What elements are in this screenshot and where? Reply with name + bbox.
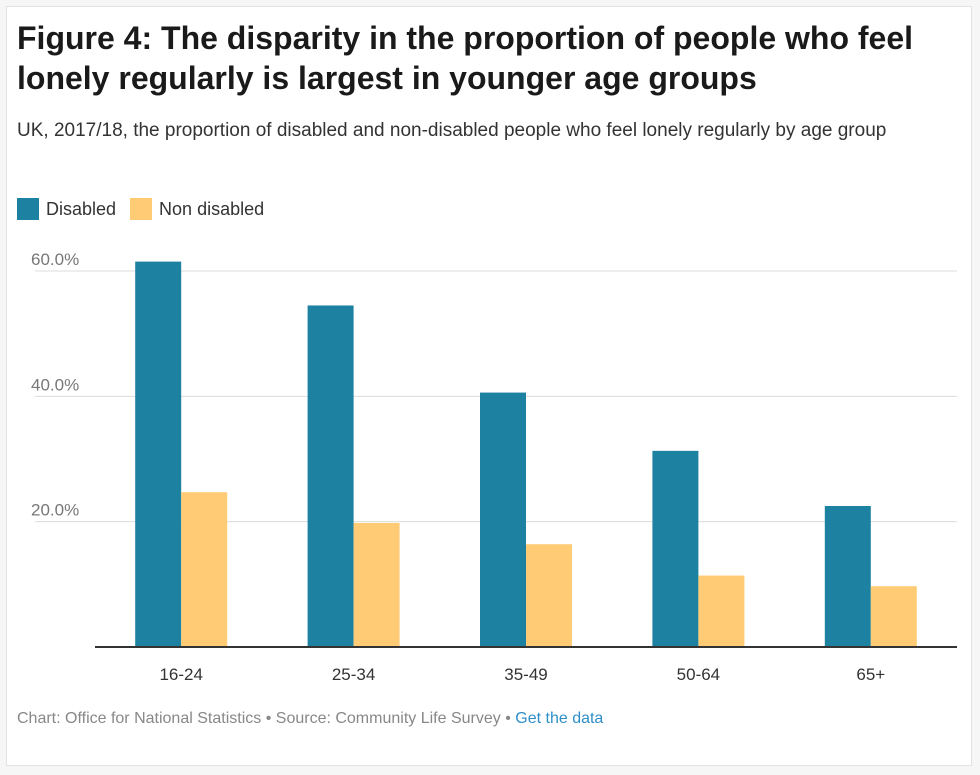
source-text: Source: Community Life Survey xyxy=(275,710,501,727)
bar-disabled-25-34 xyxy=(307,305,354,647)
get-the-data-link[interactable]: Get the data xyxy=(515,710,604,727)
y-tick-label: 20.0% xyxy=(31,501,79,520)
x-tick-label: 35-49 xyxy=(504,665,547,684)
bar-non-disabled-65+ xyxy=(870,586,917,647)
x-tick-label: 65+ xyxy=(856,665,885,684)
footer-separator: • xyxy=(265,710,272,727)
x-tick-label: 16-24 xyxy=(159,665,202,684)
bar-disabled-50-64 xyxy=(652,450,699,647)
footer-separator: • xyxy=(505,710,511,727)
bar-disabled-16-24 xyxy=(135,261,182,647)
bar-non-disabled-25-34 xyxy=(353,522,400,647)
legend-swatch-non-disabled xyxy=(130,198,153,220)
legend-label-non-disabled: Non disabled xyxy=(159,198,265,219)
legend-label-disabled: Disabled xyxy=(46,198,117,219)
chart-subtitle: UK, 2017/18, the proportion of disabled … xyxy=(17,120,887,141)
bar-non-disabled-16-24 xyxy=(181,492,228,647)
x-tick-label: 25-34 xyxy=(332,665,375,684)
chart-credit: Chart: Office for National Statistics xyxy=(17,710,262,727)
bar-non-disabled-50-64 xyxy=(698,575,745,647)
x-tick-label: 50-64 xyxy=(677,665,720,684)
bar-disabled-35-49 xyxy=(480,392,526,647)
legend-item-disabled: Disabled xyxy=(17,198,116,220)
legend-item-non-disabled: Non disabled xyxy=(130,198,264,220)
chart-footer: Chart: Office for National Statistics • … xyxy=(17,710,603,728)
legend: Disabled Non disabled xyxy=(17,198,278,220)
y-tick-label: 60.0% xyxy=(31,250,79,269)
bar-disabled-65+ xyxy=(824,506,871,647)
axes: 20.0% 40.0% 60.0% 16-24 25-34 35-49 50-64 65+ xyxy=(31,250,957,684)
y-tick-label: 40.0% xyxy=(31,375,79,394)
legend-swatch-disabled xyxy=(17,198,39,220)
bars xyxy=(135,261,917,647)
chart-title: Figure 4: The disparity in the proportio… xyxy=(17,20,914,96)
bar-non-disabled-35-49 xyxy=(526,544,572,647)
